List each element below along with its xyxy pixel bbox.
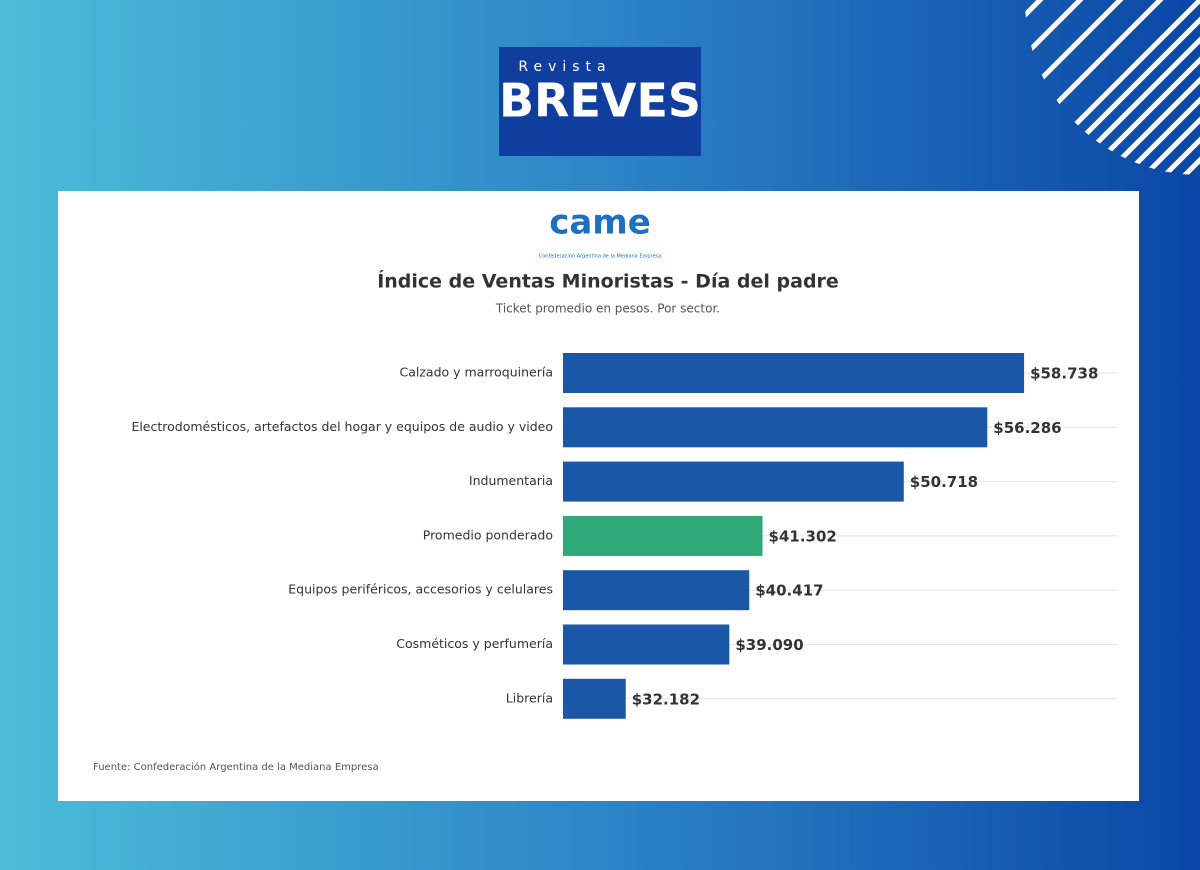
logo-text: came xyxy=(549,203,651,243)
chart-title: Índice de Ventas Minoristas - Día del pa… xyxy=(377,270,839,293)
brand-name: BREVES xyxy=(499,74,701,128)
value-label: $41.302 xyxy=(769,527,837,545)
source-note: Fuente: Confederación Argentina de la Me… xyxy=(93,761,379,773)
category-label: Electrodomésticos, artefactos del hogar … xyxy=(131,419,553,434)
value-label: $50.718 xyxy=(910,473,978,491)
value-label: $39.090 xyxy=(735,636,803,654)
value-label: $58.738 xyxy=(1030,365,1098,383)
value-label: $32.182 xyxy=(632,690,700,708)
bar xyxy=(563,624,730,665)
brand-kicker: Revista xyxy=(518,59,611,75)
value-label: $56.286 xyxy=(993,419,1061,437)
bar xyxy=(563,570,750,611)
category-label: Calzado y marroquinería xyxy=(400,365,554,380)
category-label: Equipos periféricos, accesorios y celula… xyxy=(288,582,553,597)
brand-box xyxy=(499,47,701,156)
category-label: Promedio ponderado xyxy=(423,527,553,542)
category-label: Librería xyxy=(506,690,553,705)
value-label: $40.417 xyxy=(755,582,823,600)
bar xyxy=(563,461,904,502)
bar xyxy=(563,515,763,556)
bar xyxy=(563,353,1025,393)
bar xyxy=(563,678,626,719)
category-label: Cosméticos y perfumería xyxy=(396,636,553,651)
logo-caption: Confederación Argentina de la Mediana Em… xyxy=(539,253,661,260)
bar xyxy=(563,407,988,448)
category-label: Indumentaria xyxy=(469,473,553,488)
chart-subtitle: Ticket promedio en pesos. Por sector. xyxy=(495,302,720,316)
